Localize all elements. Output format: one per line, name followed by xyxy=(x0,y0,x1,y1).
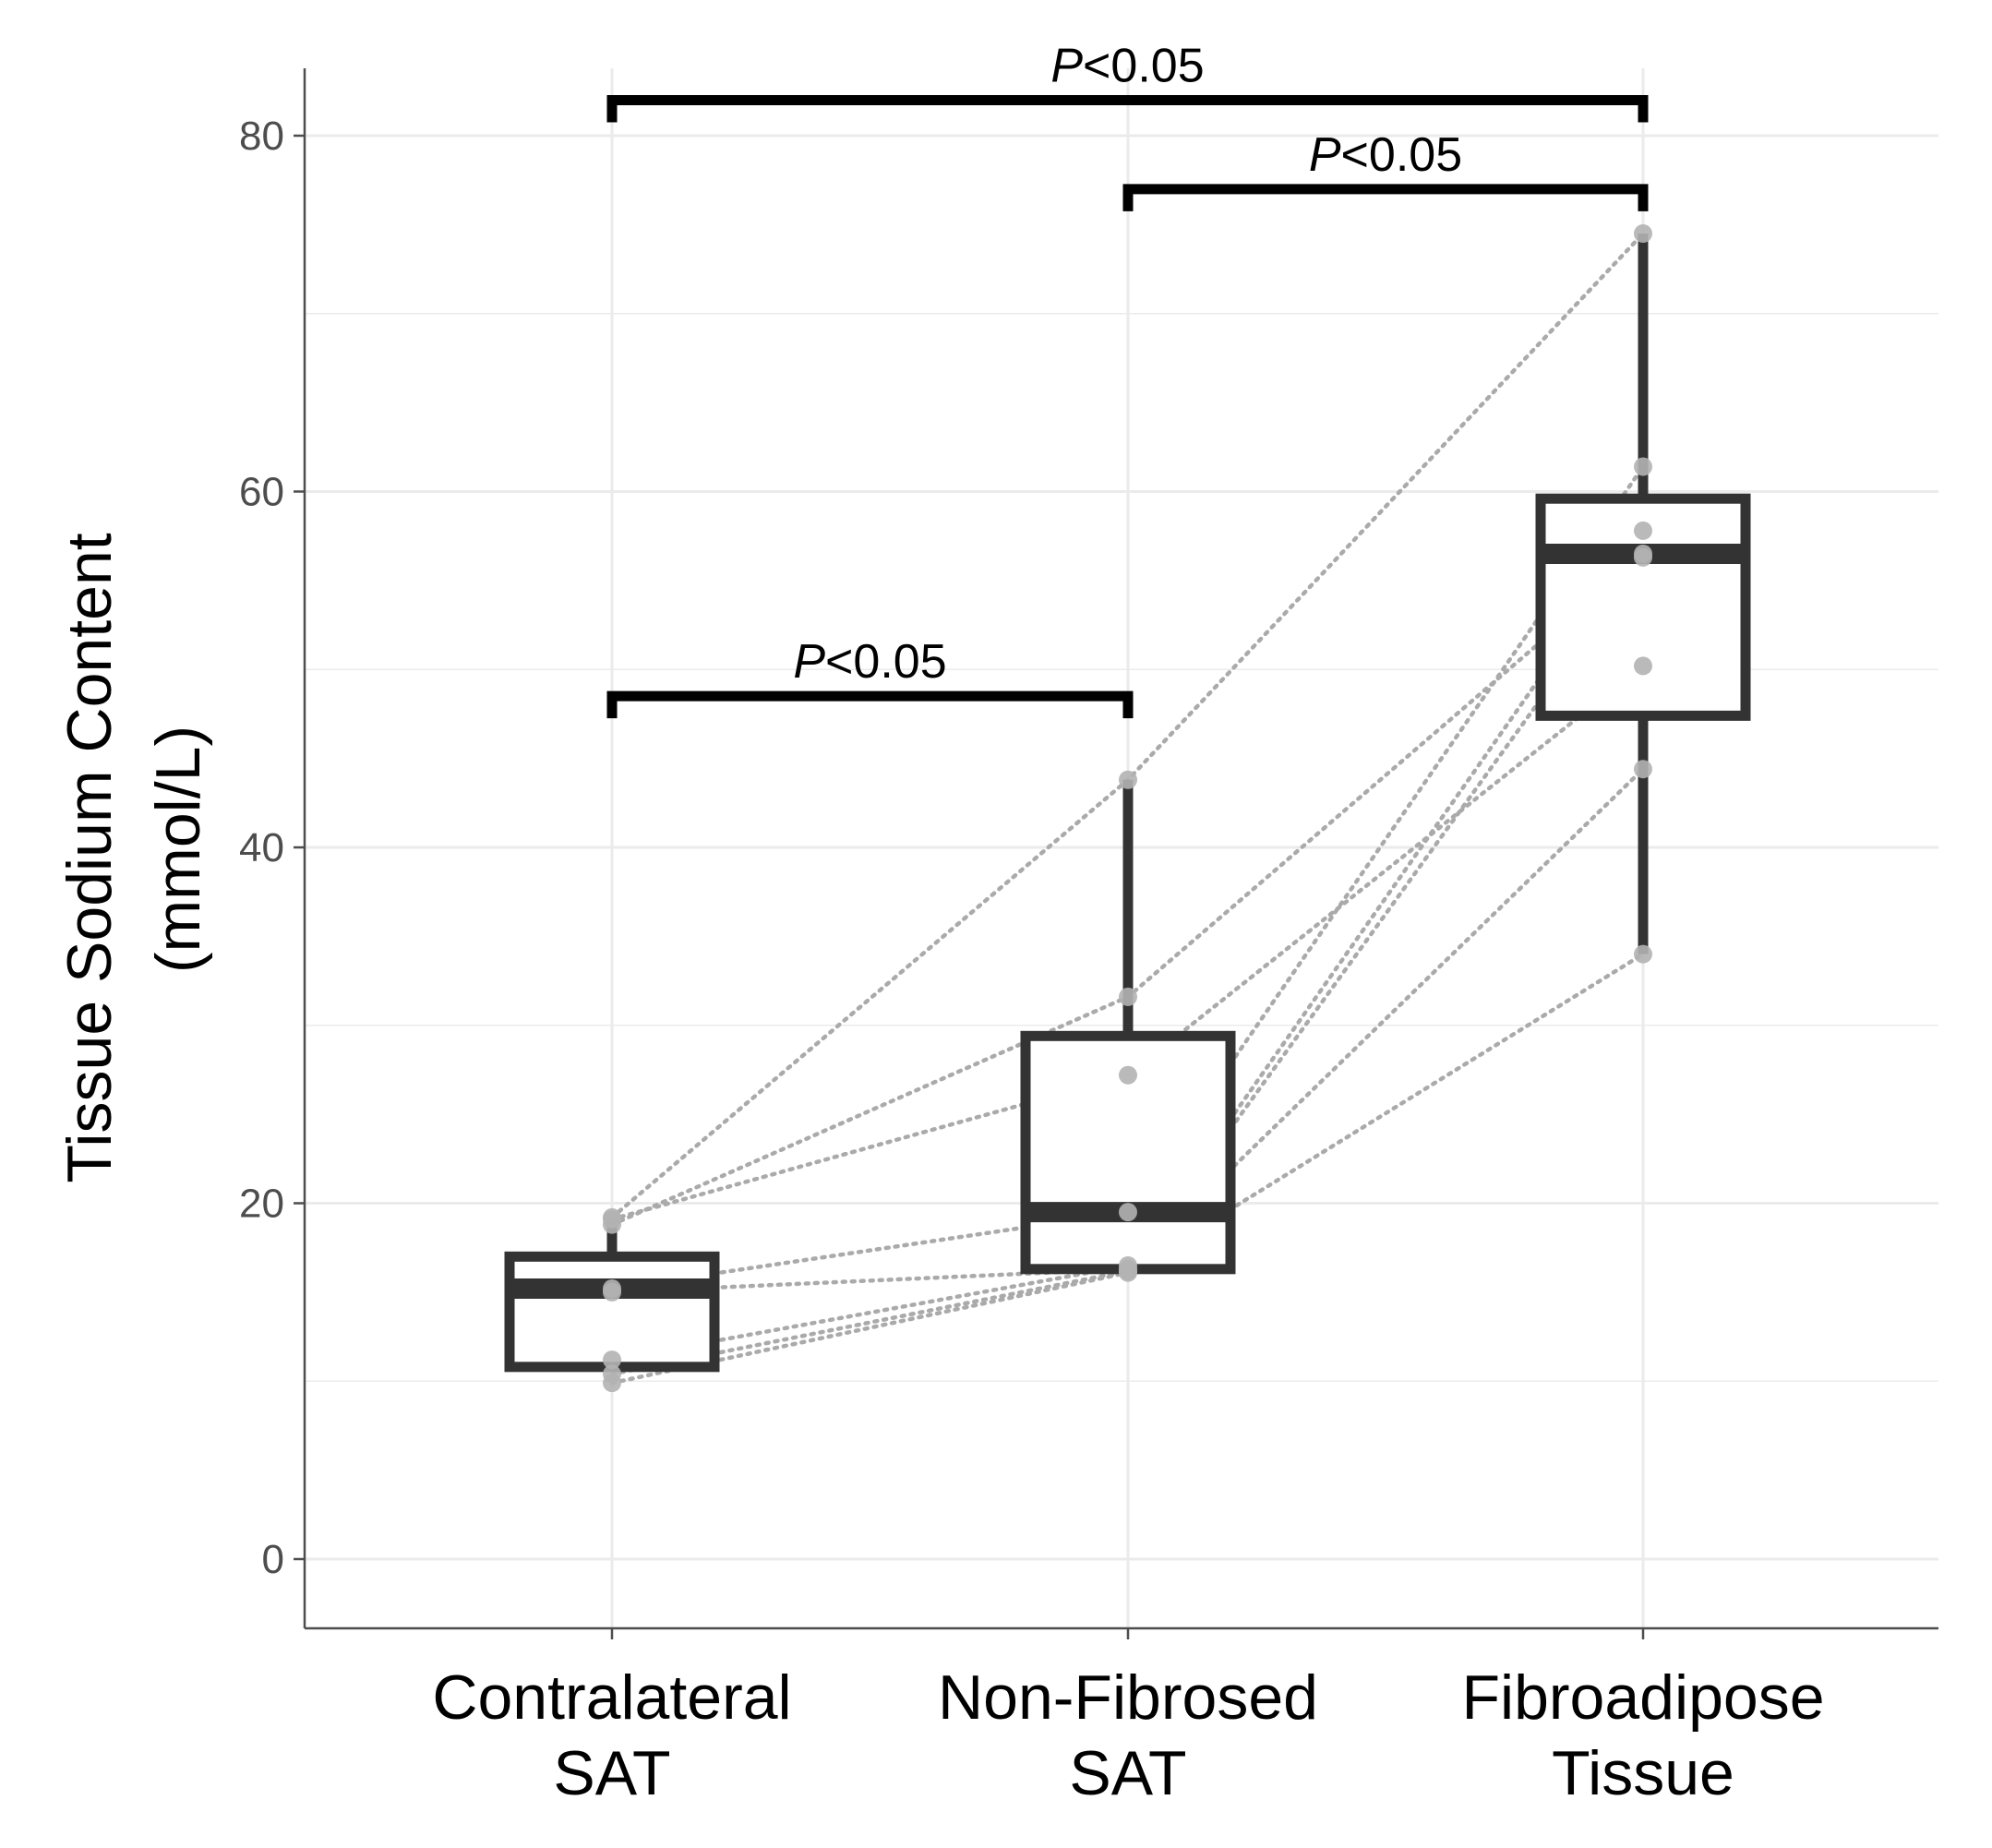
data-point xyxy=(1634,224,1652,244)
data-point xyxy=(1119,770,1137,789)
y-tick-label: 0 xyxy=(262,1537,284,1582)
y-axis-title-line2: (mmol/L) xyxy=(143,726,213,973)
y-tick-label: 40 xyxy=(239,825,284,870)
data-point xyxy=(1119,987,1137,1006)
significance-bracket xyxy=(1122,184,1649,211)
data-point xyxy=(1119,1203,1137,1222)
x-tick-label-nonfibrosed: Non-Fibrosed SAT xyxy=(938,1662,1318,1808)
data-points xyxy=(603,224,1652,1393)
data-point xyxy=(1634,760,1652,779)
y-axis-title-line1: Tissue Sodium Content xyxy=(54,533,125,1182)
significance-label: P<0.05 xyxy=(793,635,946,689)
box-iqr xyxy=(504,1251,720,1373)
data-point xyxy=(1634,521,1652,540)
y-tick-label: 20 xyxy=(239,1182,284,1227)
data-point xyxy=(1634,457,1652,476)
y-tick-label: 60 xyxy=(239,470,284,515)
y-axis-title: Tissue Sodium Content (mmol/L) xyxy=(54,515,213,1182)
data-point xyxy=(1634,547,1652,567)
significance-threshold: <0.05 xyxy=(825,635,947,689)
x-tick-label-line: Tissue xyxy=(1552,1738,1734,1808)
data-point xyxy=(1119,1065,1137,1085)
x-tick-label-line: Contralateral xyxy=(432,1662,791,1733)
significance-bracket xyxy=(606,690,1134,719)
data-point xyxy=(603,1282,621,1302)
significance-p-symbol: P xyxy=(793,635,825,689)
x-tick-label-contralateral: Contralateral SAT xyxy=(432,1662,791,1808)
significance-annotations: P<0.05P<0.05P<0.05 xyxy=(606,39,1649,719)
y-ticks: 0 20 40 60 80 xyxy=(239,114,305,1582)
significance-bracket xyxy=(606,94,1649,123)
x-tick-label-fibroadipose: Fibroadipose Tissue xyxy=(1461,1662,1824,1808)
significance-threshold: <0.05 xyxy=(1083,39,1205,92)
significance-p-symbol: P xyxy=(1309,128,1341,182)
data-point xyxy=(1634,656,1652,676)
data-point xyxy=(603,1374,621,1393)
y-tick-label: 80 xyxy=(239,114,284,159)
significance-p-symbol: P xyxy=(1050,39,1083,92)
significance-label: P<0.05 xyxy=(1309,128,1462,182)
data-point xyxy=(603,1350,621,1370)
x-tick-label-line: SAT xyxy=(553,1738,670,1808)
x-tick-label-line: Fibroadipose xyxy=(1461,1662,1824,1733)
data-point xyxy=(1634,944,1652,964)
x-tick-label-line: SAT xyxy=(1069,1738,1186,1808)
significance-label: P<0.05 xyxy=(1050,39,1204,92)
x-tick-label-line: Non-Fibrosed xyxy=(938,1662,1318,1733)
data-point xyxy=(603,1209,621,1229)
significance-threshold: <0.05 xyxy=(1341,128,1463,182)
grid-lines xyxy=(305,68,1938,1628)
data-point xyxy=(1119,1263,1137,1282)
